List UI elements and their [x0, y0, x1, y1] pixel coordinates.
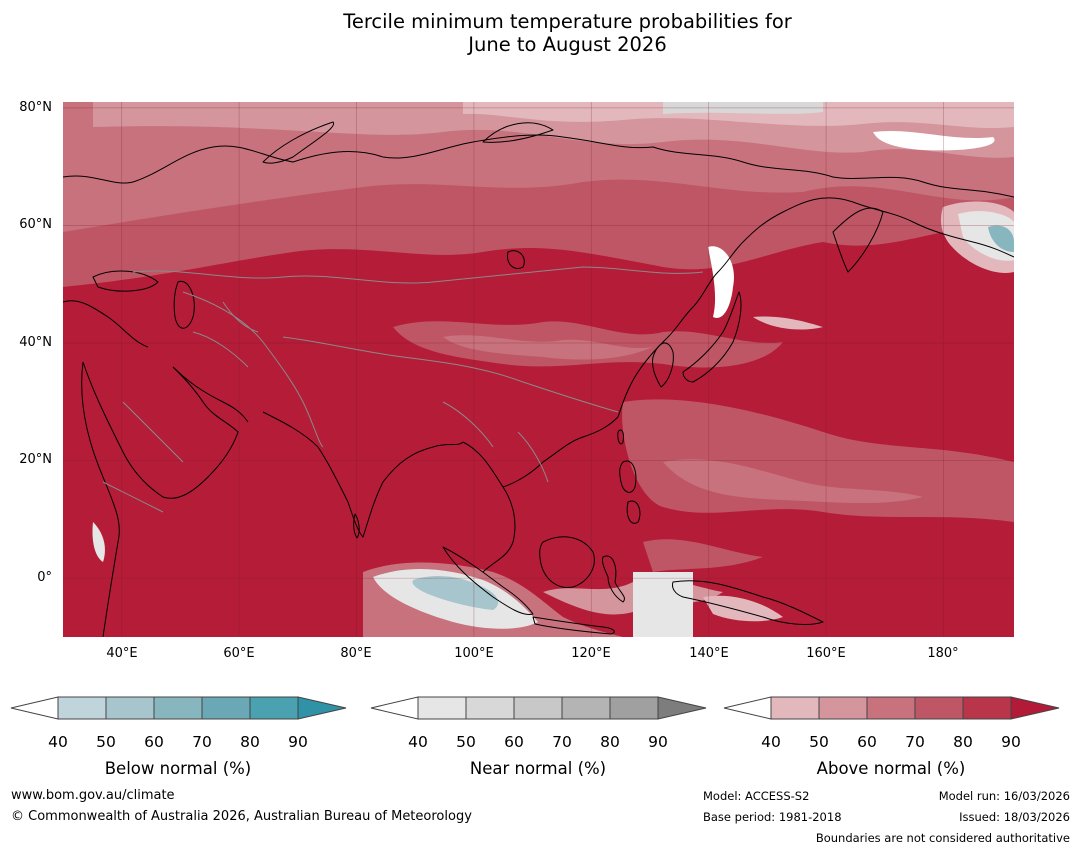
above-normal-swatch-70: [914, 696, 964, 720]
issued-date: Issued: 18/03/2026: [959, 810, 1070, 824]
below-normal-title: Below normal (%): [104, 759, 252, 778]
above-normal-low-cap: [723, 696, 772, 720]
lon-label-100e: 100°E: [454, 646, 494, 661]
pacific-zone-60: [663, 459, 923, 504]
near-normal-tick: 80: [600, 733, 620, 751]
below-normal-tick: 60: [144, 733, 164, 751]
above-normal-tick: 70: [905, 733, 925, 751]
below-normal-high-cap: [297, 696, 347, 720]
lon-label-140e: 140°E: [689, 646, 729, 661]
above-normal-tick: 90: [1001, 733, 1021, 751]
model-name: Model: ACCESS-S2: [703, 789, 810, 803]
near-normal-tick: 90: [648, 733, 668, 751]
boundaries-disclaimer: Boundaries are not considered authoritat…: [815, 831, 1070, 845]
bering-near-normal: [958, 211, 1014, 261]
graticule: [63, 102, 1014, 637]
below-normal-tick: 50: [96, 733, 116, 751]
sakhalin-white-streak: [708, 246, 734, 318]
lon-label-60e: 60°E: [223, 646, 255, 661]
kuril-weak-streak: [753, 316, 823, 330]
near-normal-title: Near normal (%): [469, 759, 607, 778]
above-normal-swatch-80: [962, 696, 1012, 720]
arctic-near-normal-patch: [663, 102, 823, 114]
lon-label-80e: 80°E: [340, 646, 372, 661]
lat-label-80n: 80°N: [19, 100, 52, 115]
bering-below-normal: [988, 225, 1014, 252]
above-normal-high-cap: [1010, 696, 1060, 720]
central-belt-60: [443, 335, 653, 360]
bom-climate-link[interactable]: www.bom.gov.au/climate: [11, 788, 175, 803]
below-normal-tick: 40: [48, 733, 68, 751]
above-normal-swatch-50: [818, 696, 868, 720]
above-normal-tick: 40: [761, 733, 781, 751]
lon-label-40e: 40°E: [106, 646, 138, 661]
title-line-1: Tercile minimum temperature probabilitie…: [343, 10, 792, 33]
below-normal-swatches: [57, 696, 299, 720]
lon-label-180: 180°: [927, 646, 959, 661]
lat-label-0: 0°: [37, 570, 52, 585]
above-normal-title: Above normal (%): [816, 759, 966, 778]
base-period: Base period: 1981-2018: [703, 810, 842, 824]
near-normal-swatch-50: [465, 696, 515, 720]
lat-label-60n: 60°N: [19, 217, 52, 232]
above-normal-swatches: [770, 696, 1012, 720]
map-canvas: [63, 102, 1014, 637]
copyright-notice: © Commonwealth of Australia 2026, Austra…: [11, 809, 472, 824]
below-normal-swatch-80: [249, 696, 299, 720]
near-normal-swatch-40: [417, 696, 467, 720]
lat-label-40n: 40°N: [19, 335, 52, 350]
near-normal-swatch-80: [609, 696, 659, 720]
colorbar-above-normal: [723, 690, 1061, 734]
new-guinea-weak: [703, 595, 783, 622]
maritime-near-normal: [633, 572, 693, 637]
below-normal-swatch-40: [57, 696, 107, 720]
near-normal-tick: 50: [456, 733, 476, 751]
below-normal-swatch-60: [153, 696, 203, 720]
near-normal-swatch-60: [513, 696, 563, 720]
country-borders: [102, 266, 704, 513]
below-normal-swatch-50: [105, 696, 155, 720]
below-normal-tick: 90: [288, 733, 308, 751]
title-line-2: June to August 2026: [468, 33, 667, 56]
horn-of-africa-near-normal: [92, 522, 105, 562]
north-band-40: [463, 102, 1014, 129]
lon-label-120e: 120°E: [571, 646, 611, 661]
below-normal-tick: 70: [192, 733, 212, 751]
model-run-date: Model run: 16/03/2026: [938, 789, 1070, 803]
near-normal-tick: 70: [552, 733, 572, 751]
near-normal-swatch-70: [561, 696, 611, 720]
below-normal-tick: 80: [240, 733, 260, 751]
near-normal-tick: 40: [408, 733, 428, 751]
near-normal-swatches: [417, 696, 659, 720]
above-normal-tick: 80: [953, 733, 973, 751]
probability-map: [63, 102, 1014, 637]
near-normal-high-cap: [657, 696, 707, 720]
below-normal-swatch-70: [201, 696, 251, 720]
lon-label-160e: 160°E: [806, 646, 846, 661]
above-normal-swatch-60: [866, 696, 916, 720]
above-normal-tick: 60: [857, 733, 877, 751]
map-title: Tercile minimum temperature probabilitie…: [0, 10, 1081, 56]
near-normal-tick: 60: [504, 733, 524, 751]
colorbar-below-normal: [10, 690, 348, 734]
arctic-white-patch: [873, 130, 995, 151]
below-normal-low-cap: [10, 696, 59, 720]
above-normal-tick: 50: [809, 733, 829, 751]
tropical-pacific-70: [643, 539, 763, 572]
above-normal-swatch-40: [770, 696, 820, 720]
lat-label-20n: 20°N: [19, 452, 52, 467]
near-normal-low-cap: [370, 696, 419, 720]
colorbar-near-normal: [370, 690, 708, 734]
coastlines: [63, 121, 1014, 637]
